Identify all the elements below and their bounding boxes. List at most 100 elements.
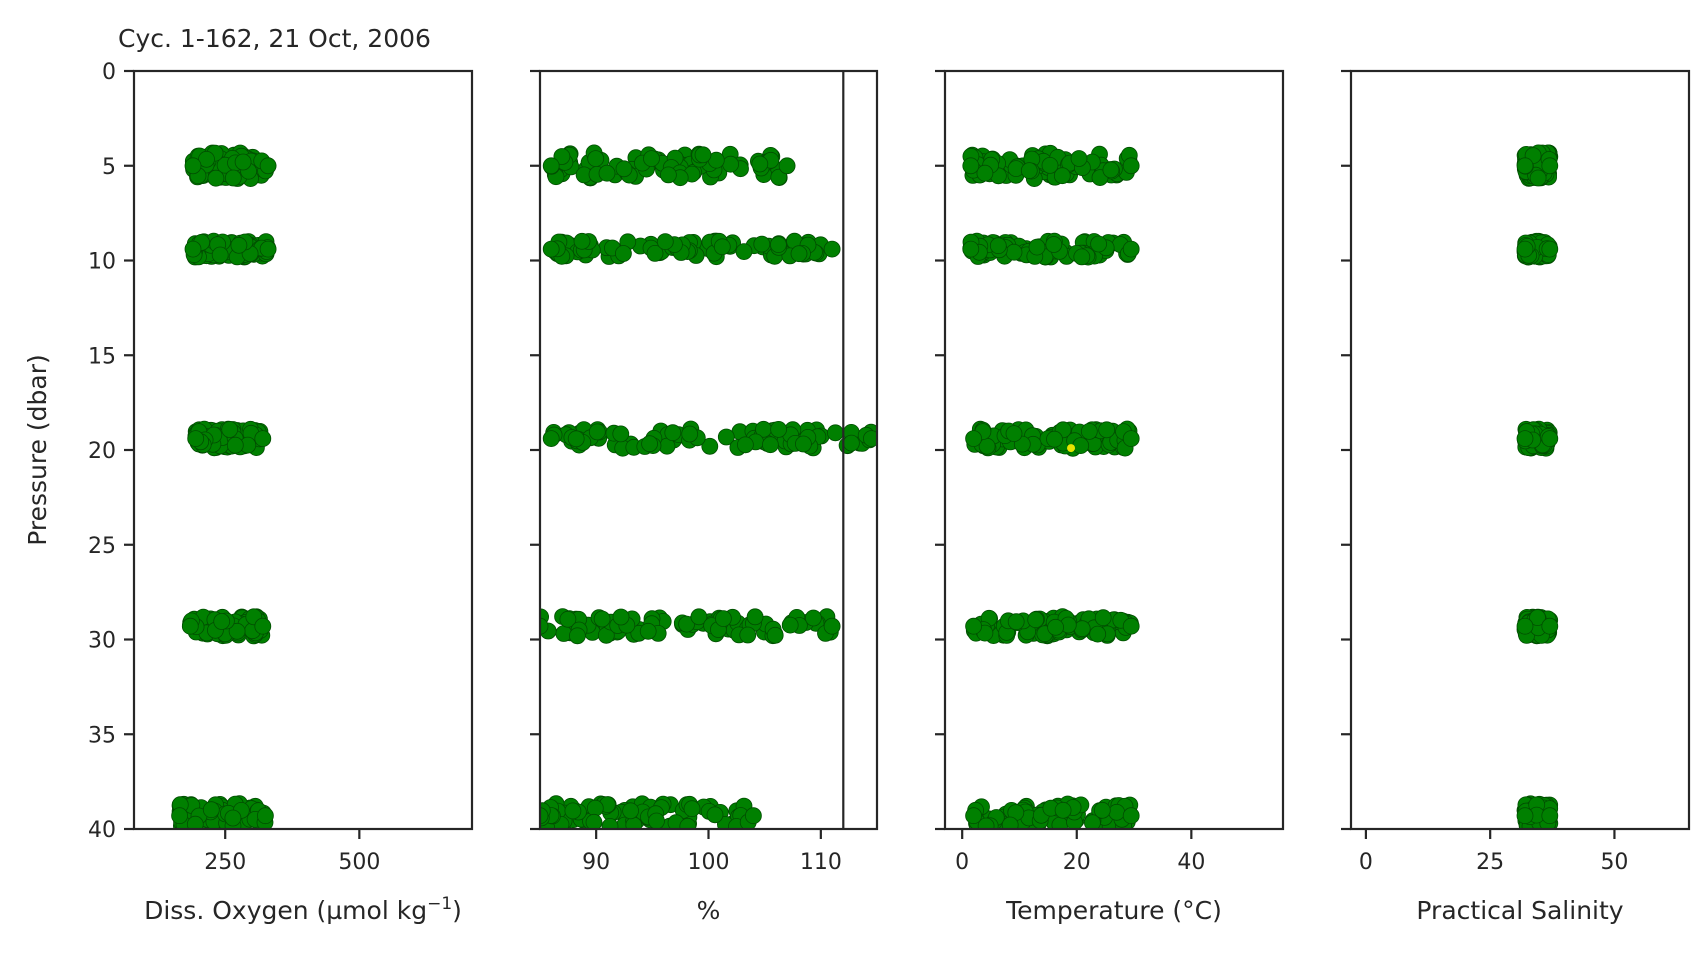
data-point <box>1122 617 1140 635</box>
data-point <box>228 622 246 640</box>
data-point <box>1122 807 1140 825</box>
data-point <box>622 802 639 820</box>
data-point <box>694 146 712 164</box>
data-point <box>739 626 757 644</box>
data-point <box>1073 620 1091 638</box>
data-point <box>795 435 812 453</box>
data-point <box>1094 609 1112 627</box>
data-point <box>646 244 664 262</box>
data-point <box>962 157 980 175</box>
data-points <box>171 144 277 829</box>
data-point <box>1005 243 1023 261</box>
data-point <box>1054 801 1072 819</box>
data-point <box>735 243 753 261</box>
data-point <box>573 232 591 250</box>
chart-title: Cyc. 1-162, 21 Oct, 2006 <box>118 24 431 53</box>
data-point <box>805 609 822 627</box>
data-point <box>706 806 724 824</box>
data-point <box>211 246 229 264</box>
x-tick-label: 20 <box>1063 850 1091 875</box>
data-point <box>656 233 674 251</box>
data-point <box>587 150 605 168</box>
data-point <box>230 236 248 254</box>
data-point <box>1529 609 1546 626</box>
data-point <box>1072 437 1090 455</box>
data-point <box>1041 156 1059 174</box>
data-point <box>601 818 619 829</box>
data-point <box>1122 240 1140 258</box>
data-point <box>171 807 189 825</box>
data-point <box>254 430 272 448</box>
data-point <box>1102 161 1120 179</box>
data-point <box>1529 169 1547 187</box>
data-point <box>1098 421 1116 439</box>
panel-1: 0 5 10 15 20 25 30 35 40 250 500 Diss. Oxygen (µmol… <box>23 24 474 925</box>
y-tick-label: 20 <box>88 439 116 464</box>
data-point <box>965 617 982 635</box>
data-point <box>648 812 665 829</box>
x-tick-label: 40 <box>1177 850 1205 875</box>
data-point <box>1516 240 1534 258</box>
y-tick-label: 40 <box>88 818 116 843</box>
data-point <box>615 160 633 178</box>
data-point <box>722 155 739 173</box>
data-point <box>569 627 586 645</box>
data-points <box>1516 144 1559 829</box>
y-tick-label: 35 <box>88 723 116 748</box>
data-point <box>1020 162 1038 180</box>
data-point <box>256 807 274 825</box>
data-point <box>745 807 762 825</box>
y-tick-label: 5 <box>102 155 116 180</box>
data-point <box>593 610 611 628</box>
data-point <box>1005 425 1023 443</box>
data-point <box>202 801 220 819</box>
data-point <box>234 153 252 171</box>
data-point <box>863 430 877 447</box>
x-axis-label: Diss. Oxygen (µmol kg−1) <box>144 894 462 925</box>
data-point <box>625 816 643 829</box>
data-point <box>213 613 231 630</box>
data-point <box>1028 238 1046 256</box>
x-tick-label: 25 <box>1476 850 1504 875</box>
data-point <box>790 245 808 263</box>
data-point <box>1051 816 1069 829</box>
panel-4: 0 25 50 Practical Salinity <box>1341 69 1691 925</box>
data-point <box>781 616 799 634</box>
data-point <box>612 425 630 443</box>
data-point <box>843 434 860 452</box>
data-point <box>198 150 215 168</box>
data-point <box>766 626 784 644</box>
x-axis-label: Temperature (°C) <box>1005 896 1222 925</box>
data-point <box>1516 430 1534 448</box>
data-point <box>207 169 225 187</box>
data-point <box>762 436 779 454</box>
data-point <box>187 430 205 448</box>
data-point <box>965 807 982 825</box>
data-point <box>564 802 582 820</box>
data-point <box>1045 236 1063 253</box>
data-point <box>1541 617 1559 635</box>
data-point <box>1070 150 1088 167</box>
data-point <box>1122 430 1140 448</box>
data-point <box>977 817 995 829</box>
data-point <box>660 166 677 184</box>
data-point <box>1084 814 1101 829</box>
data-point <box>715 610 732 627</box>
x-tick-label: 0 <box>955 850 969 875</box>
data-point <box>641 435 658 453</box>
data-point <box>823 617 841 635</box>
data-point <box>989 237 1007 255</box>
data-point <box>553 148 571 165</box>
data-point <box>770 168 788 186</box>
data-point <box>778 157 796 175</box>
data-point <box>1516 617 1534 635</box>
data-point <box>690 608 708 626</box>
x-tick-label: 100 <box>688 850 730 875</box>
data-point <box>976 164 994 182</box>
data-point <box>224 169 242 187</box>
y-tick-label: 10 <box>88 250 116 275</box>
data-point <box>540 807 549 825</box>
data-point <box>1001 816 1019 829</box>
